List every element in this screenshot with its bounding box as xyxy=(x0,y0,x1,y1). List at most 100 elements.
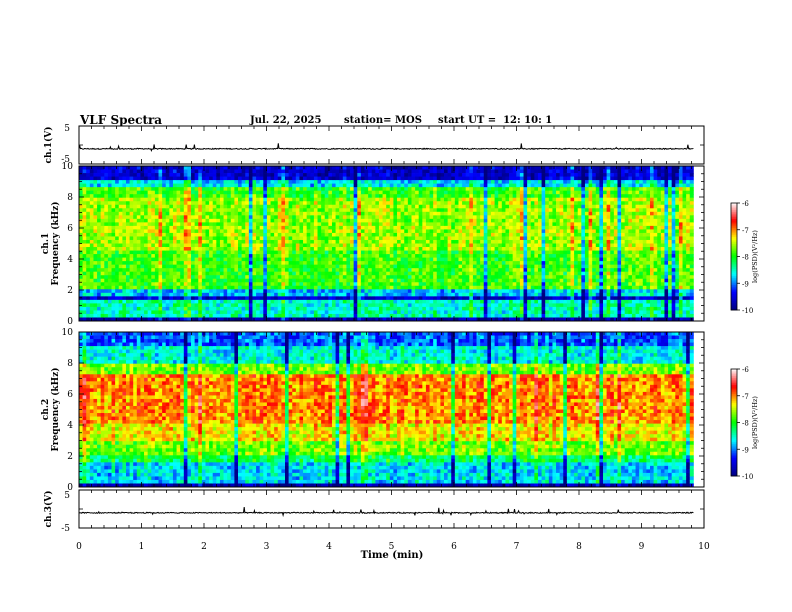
spectrogram-cell xyxy=(169,232,174,237)
spectrogram-cell xyxy=(154,247,159,251)
spectrogram-cell xyxy=(122,299,127,304)
spectrogram-cell xyxy=(324,261,329,266)
spectrogram-cell xyxy=(447,215,452,220)
spectrogram-cell xyxy=(158,166,163,170)
spectrogram-cell xyxy=(187,243,192,248)
spectrogram-cell xyxy=(100,268,105,273)
spectrogram-cell xyxy=(299,310,304,315)
spectrogram-cell xyxy=(191,299,196,304)
spectrogram-cell xyxy=(303,257,308,262)
spectrogram-cell xyxy=(451,243,456,248)
spectrogram-cell xyxy=(183,303,188,308)
spectrogram-cell xyxy=(397,236,402,241)
spectrogram-cell xyxy=(451,261,456,266)
spectrogram-cell xyxy=(259,194,264,199)
spectrogram-cell xyxy=(122,222,127,227)
spectrogram-cell xyxy=(371,194,376,199)
spectrogram-cell xyxy=(447,173,452,177)
spectrogram-cell xyxy=(183,313,188,318)
spectrogram-cell xyxy=(165,264,170,269)
spectrogram-cell xyxy=(382,292,387,297)
spectrogram-cell xyxy=(89,236,94,241)
spectrogram-cell xyxy=(389,190,394,195)
spectrogram-cell xyxy=(469,310,474,315)
spectrogram-cell xyxy=(288,166,293,170)
spectrogram-cell xyxy=(165,229,170,234)
spectrogram-cell xyxy=(346,310,351,315)
spectrogram-cell xyxy=(118,204,123,209)
spectrogram-cell xyxy=(285,215,290,220)
spectrogram-cell xyxy=(458,268,463,273)
spectrogram-cell xyxy=(136,208,141,213)
spectrogram-cell xyxy=(104,169,109,174)
spectrogram-cell xyxy=(234,166,239,170)
spectrogram-cell xyxy=(245,247,250,251)
spectrogram-cell xyxy=(454,215,459,220)
spectrogram-cell xyxy=(418,264,423,269)
spectrogram-cell xyxy=(407,254,412,258)
spectrogram-cell xyxy=(198,292,203,297)
spectrogram-cell xyxy=(299,254,304,258)
spectrogram-cell xyxy=(285,289,290,294)
spectrogram-cell xyxy=(158,173,163,177)
spectrogram-cell xyxy=(259,187,264,192)
spectrogram-cell xyxy=(133,173,138,177)
spectrogram-cell xyxy=(339,218,344,223)
spectrogram-cell xyxy=(335,208,340,213)
spectrogram-cell xyxy=(328,285,333,290)
spectrogram-cell xyxy=(259,250,264,255)
spectrogram-cell xyxy=(191,285,196,290)
spectrogram-cell xyxy=(462,271,467,276)
spectrogram-cell xyxy=(357,197,362,202)
spectrogram-cell xyxy=(306,271,311,276)
spectrogram-cell xyxy=(469,211,474,216)
spectrogram-cell xyxy=(93,232,98,237)
spectrogram-cell xyxy=(198,166,203,170)
spectrogram-cell xyxy=(180,317,185,322)
spectrogram-cell xyxy=(458,285,463,290)
spectrogram-cell xyxy=(295,190,300,195)
spectrogram-cell xyxy=(299,225,304,230)
spectrogram-cell xyxy=(476,197,481,202)
spectrogram-cell xyxy=(162,208,167,213)
spectrogram-cell xyxy=(436,204,441,209)
spectrogram-cell xyxy=(321,243,326,248)
spectrogram-cell xyxy=(266,211,271,216)
spectrogram-cell xyxy=(82,169,87,174)
spectrogram-cell xyxy=(209,296,214,301)
spectrogram-cell xyxy=(89,194,94,199)
spectrogram-cell xyxy=(86,218,91,223)
spectrogram-cell xyxy=(104,285,109,290)
spectrogram-cell xyxy=(357,243,362,248)
spectrogram-cell xyxy=(415,292,420,297)
spectrogram-cell xyxy=(335,187,340,192)
spectrogram-cell xyxy=(440,303,445,308)
spectrogram-cell xyxy=(335,264,340,269)
spectrogram-cell xyxy=(234,187,239,192)
spectrogram-cell xyxy=(476,275,481,280)
spectrogram-cell xyxy=(194,229,199,234)
spectrogram-cell xyxy=(335,197,340,202)
spectrogram-cell xyxy=(104,166,109,170)
spectrogram-cell xyxy=(118,243,123,248)
spectrogram-cell xyxy=(115,173,120,177)
spectrogram-cell xyxy=(241,299,246,304)
spectrogram-cell xyxy=(100,317,105,322)
spectrogram-cell xyxy=(256,313,261,318)
spectrogram-cell xyxy=(371,176,376,181)
spectrogram-cell xyxy=(350,299,355,304)
spectrogram-cell xyxy=(248,306,253,311)
spectrogram-cell xyxy=(425,282,430,287)
spectrogram-cell xyxy=(425,225,430,230)
spectrogram-cell xyxy=(129,299,134,304)
spectrogram-cell xyxy=(238,317,243,322)
spectrogram-cell xyxy=(306,282,311,287)
spectrogram-cell xyxy=(169,190,174,195)
spectrogram-cell xyxy=(454,250,459,255)
spectrogram-cell xyxy=(79,292,84,297)
spectrogram-cell xyxy=(299,271,304,276)
spectrogram-cell xyxy=(350,176,355,181)
spectrogram-cell xyxy=(454,225,459,230)
spectrogram-cell xyxy=(151,289,156,294)
spectrogram-cell xyxy=(219,225,224,230)
